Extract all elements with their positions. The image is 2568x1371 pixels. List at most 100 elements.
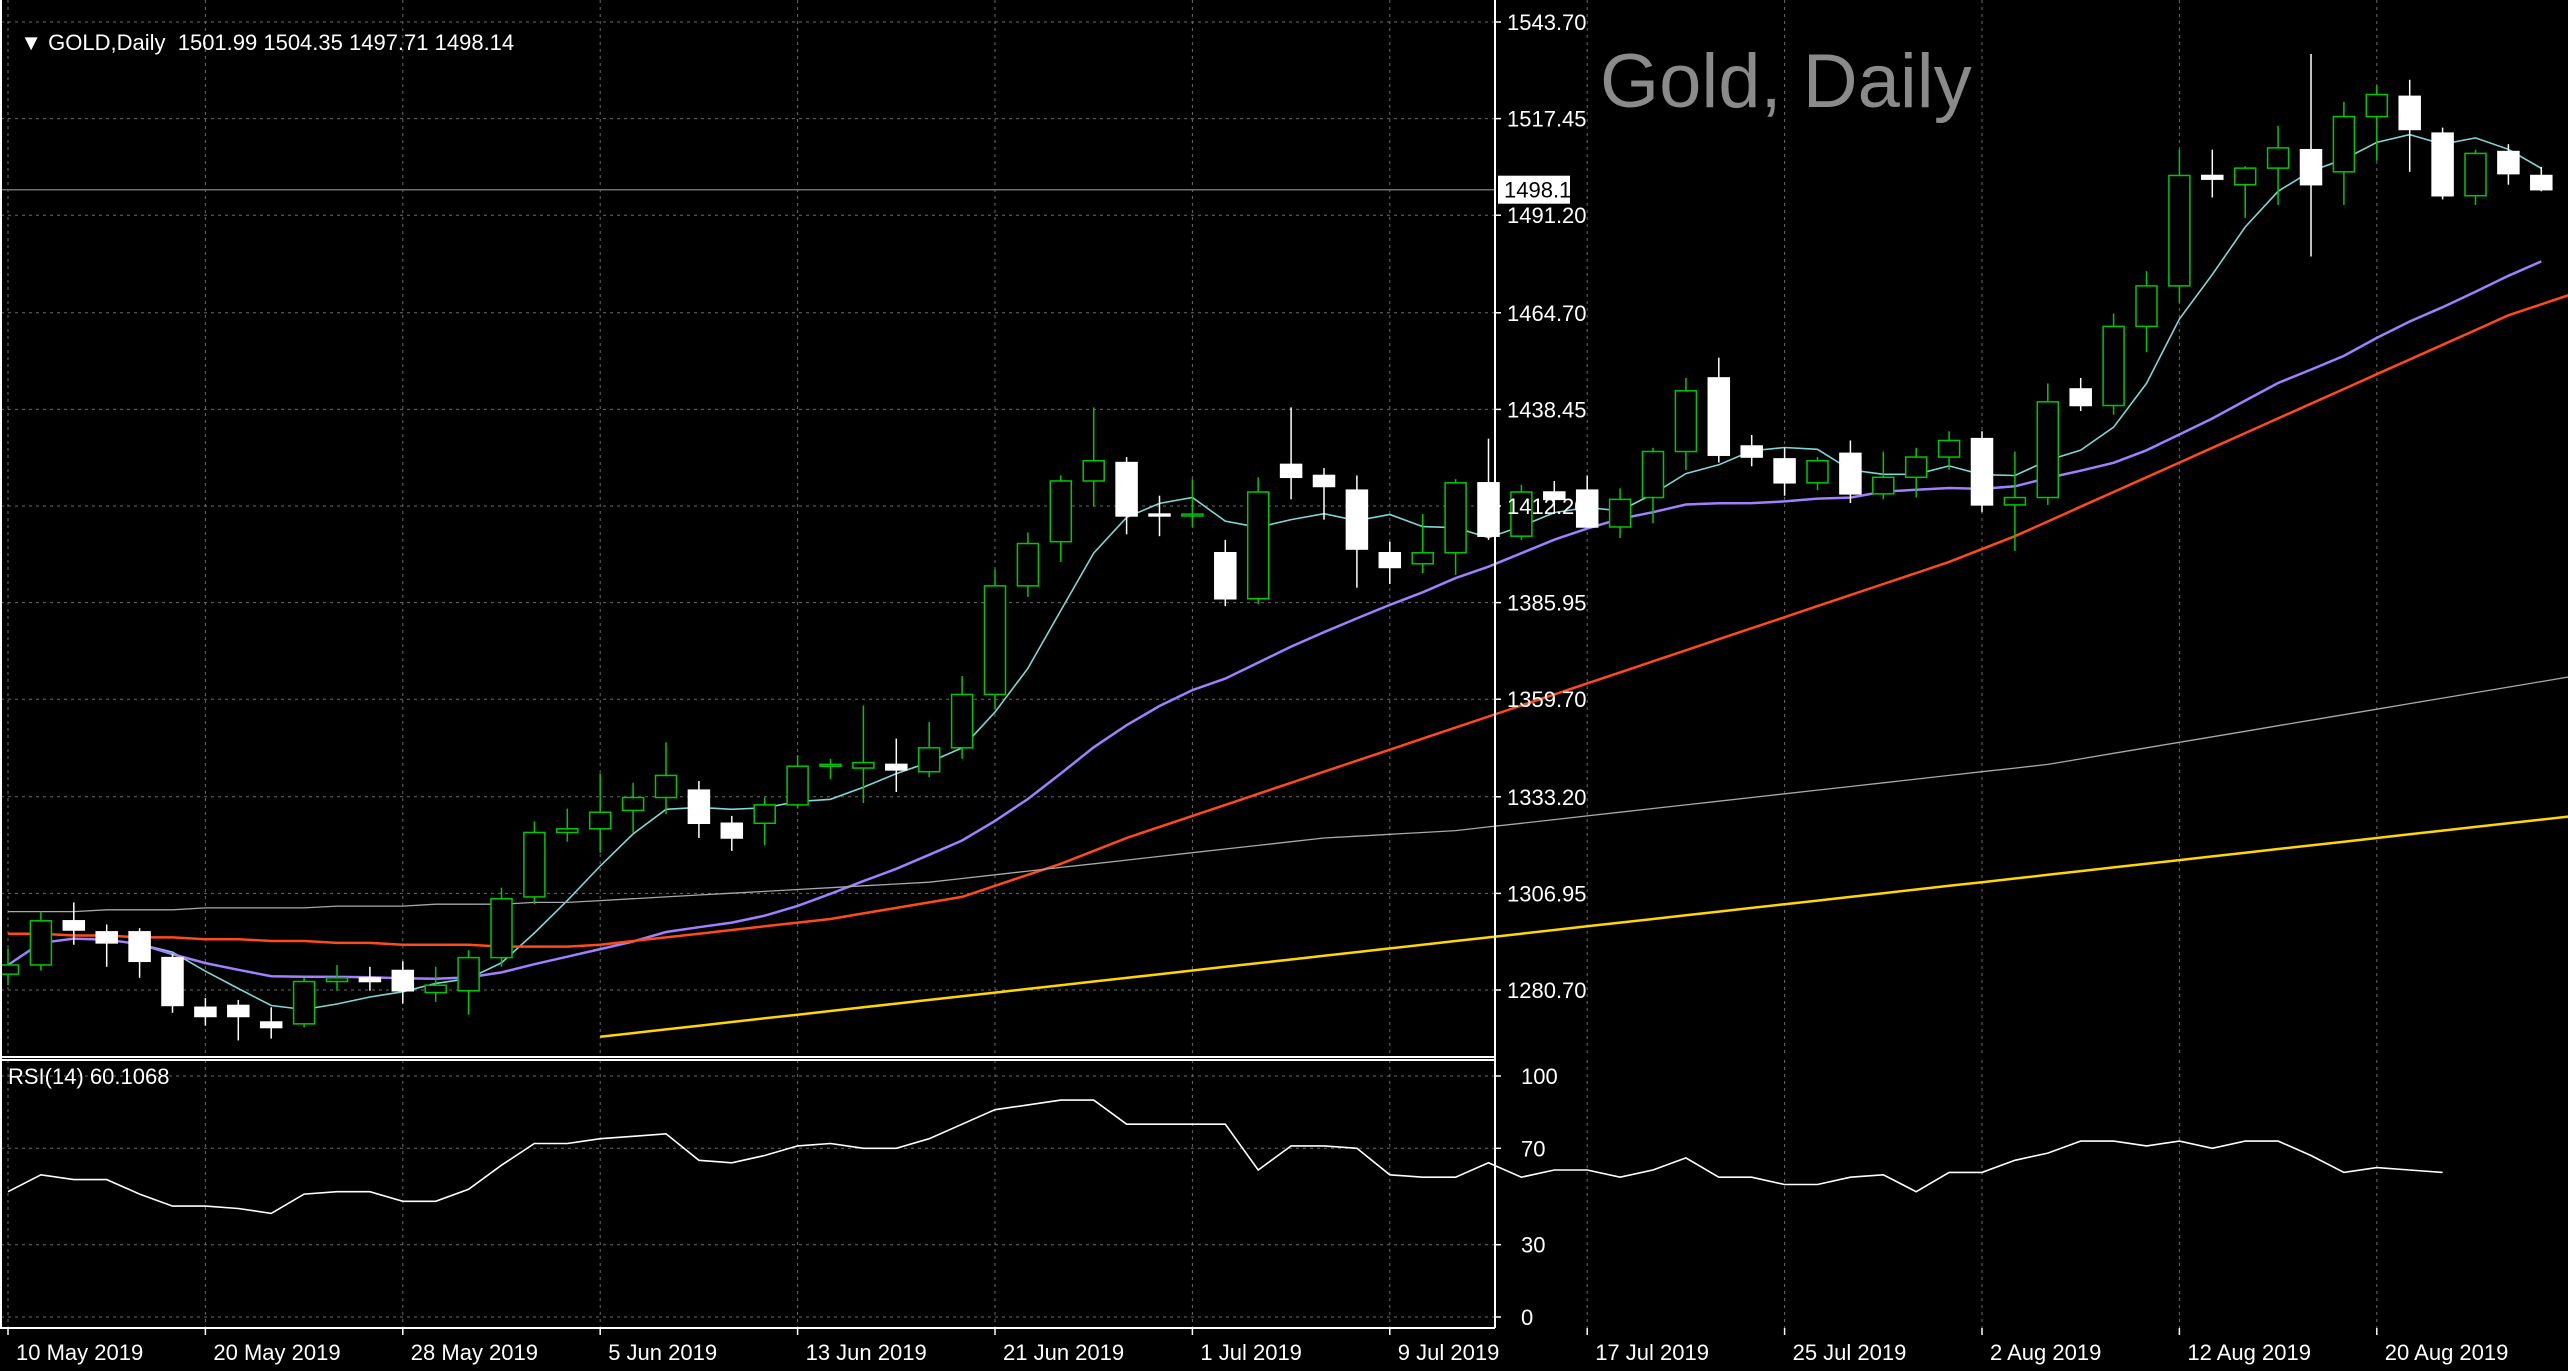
bear-candle [1543,491,1566,501]
time-tick-label: 5 Jun 2019 [608,1340,717,1365]
bull-candle [1016,542,1040,587]
ma-5-line [7,133,2542,1011]
bear-candle [1773,458,1796,484]
bull-candle [490,897,513,959]
bull-candle [786,765,809,806]
bull-candle [753,804,776,825]
time-tick-label: 20 May 2019 [213,1340,340,1365]
bull-candle [983,585,1007,696]
symbol-header[interactable]: ▼ GOLD,Daily 1501.99 1504.35 1497.71 149… [8,4,514,56]
bull-candle [588,811,612,830]
bull-candle [2102,325,2125,407]
bull-candle [1246,491,1270,600]
bull-candle [1806,459,1829,484]
price-tick-label: 1333.20 [1507,785,1587,810]
time-tick-label: 13 Jun 2019 [806,1340,927,1365]
bear-candle [1378,551,1402,569]
bull-candle [1411,551,1434,565]
time-tick-label: 20 Aug 2019 [2385,1340,2509,1365]
bull-candle [2365,93,2389,118]
rsi-tick-label: 70 [1521,1136,1545,1161]
rsi-panel [7,1099,2443,1215]
price-axis[interactable]: 1543.70 1517.45 1491.20 1464.70 1438.45 1412.… [1495,10,1587,1003]
bull-candle [29,920,53,966]
bull-candle [2003,496,2027,506]
bear-candle [2201,174,2224,180]
ma-200-line [600,815,2568,1038]
price-tick-label: 1491.20 [1507,203,1587,228]
bull-candle [2464,152,2487,197]
bear-candle [161,956,184,1007]
bull-candle [819,763,842,767]
bull-candle [292,980,316,1025]
bull-candle [2233,167,2257,186]
bull-candle [1049,480,1073,543]
bull-candle [1904,456,1928,479]
bull-candle [2168,174,2191,287]
rsi-line [7,1099,2443,1215]
bear-candle [2069,388,2092,407]
bear-candle [1707,377,1731,456]
last-price-label: 1498.14 [1504,178,1584,203]
price-tick-label: 1464.70 [1507,301,1587,326]
rsi-tick-label: 0 [1521,1305,1533,1330]
bull-candle [852,761,875,769]
rsi-axis: 100 70 30 0 [1495,1064,1558,1330]
bull-candle [950,693,974,749]
bear-candle [358,977,382,983]
bull-candle [2332,115,2356,173]
bull-candle [654,774,678,799]
rsi-label: RSI(14) 60.1068 [8,1064,170,1089]
bear-candle [2299,148,2323,186]
ma-50-line [8,294,2568,948]
bear-candle [2530,174,2553,191]
bull-candle [1641,450,1665,499]
bear-candle [1970,437,1994,506]
bull-candle [1872,476,1895,495]
bull-candle [556,828,579,834]
collapse-triangle-icon[interactable]: ▼ [20,30,49,55]
bear-candle [95,931,118,944]
bear-candle [2431,132,2454,197]
bear-candle [1148,513,1171,517]
bear-candle [1312,474,1336,488]
price-tick-label: 1306.95 [1507,881,1587,906]
bull-candle [523,831,546,898]
symbol-label: GOLD,Daily [48,30,166,55]
bull-candle [2135,285,2158,328]
bull-candle [1444,482,1467,554]
time-tick-label: 1 Jul 2019 [1200,1340,1302,1365]
time-tick-label: 12 Aug 2019 [2187,1340,2311,1365]
bull-candle [424,984,447,994]
time-tick-label: 21 Jun 2019 [1003,1340,1124,1365]
ohlc-readout: 1501.99 1504.35 1497.71 1498.14 [177,30,515,55]
bear-candle [62,920,86,931]
bear-candle [391,969,415,992]
price-tick-label: 1385.95 [1507,591,1587,616]
bull-candle [457,956,480,992]
bear-candle [128,931,151,963]
time-tick-label: 2 Aug 2019 [1990,1340,2101,1365]
bear-candle [259,1021,283,1029]
watermark-title: Gold, Daily [1600,39,1972,124]
price-tick-label: 1359.70 [1507,687,1587,712]
bull-candle [1608,498,1632,528]
rsi-tick-label: 30 [1521,1233,1545,1258]
bear-candle [1477,482,1500,537]
candles [0,54,2553,1041]
bear-candle [1279,463,1303,479]
bull-candle [917,747,941,773]
bull-candle [1510,491,1533,537]
time-tick-label: 25 Jul 2019 [1793,1340,1907,1365]
bull-candle [1082,459,1105,482]
bear-candle [885,763,908,771]
bear-candle [227,1004,250,1018]
time-tick-label: 28 May 2019 [411,1340,538,1365]
price-tick-label: 1543.70 [1507,10,1587,35]
bull-candle [1181,513,1204,517]
time-axis[interactable]: 10 May 2019 20 May 2019 28 May 2019 5 Jun 2… [7,1328,2509,1365]
bear-candle [720,822,744,839]
price-tick-label: 1517.45 [1507,107,1587,132]
bear-candle [1575,489,1599,528]
bear-candle [687,789,711,825]
